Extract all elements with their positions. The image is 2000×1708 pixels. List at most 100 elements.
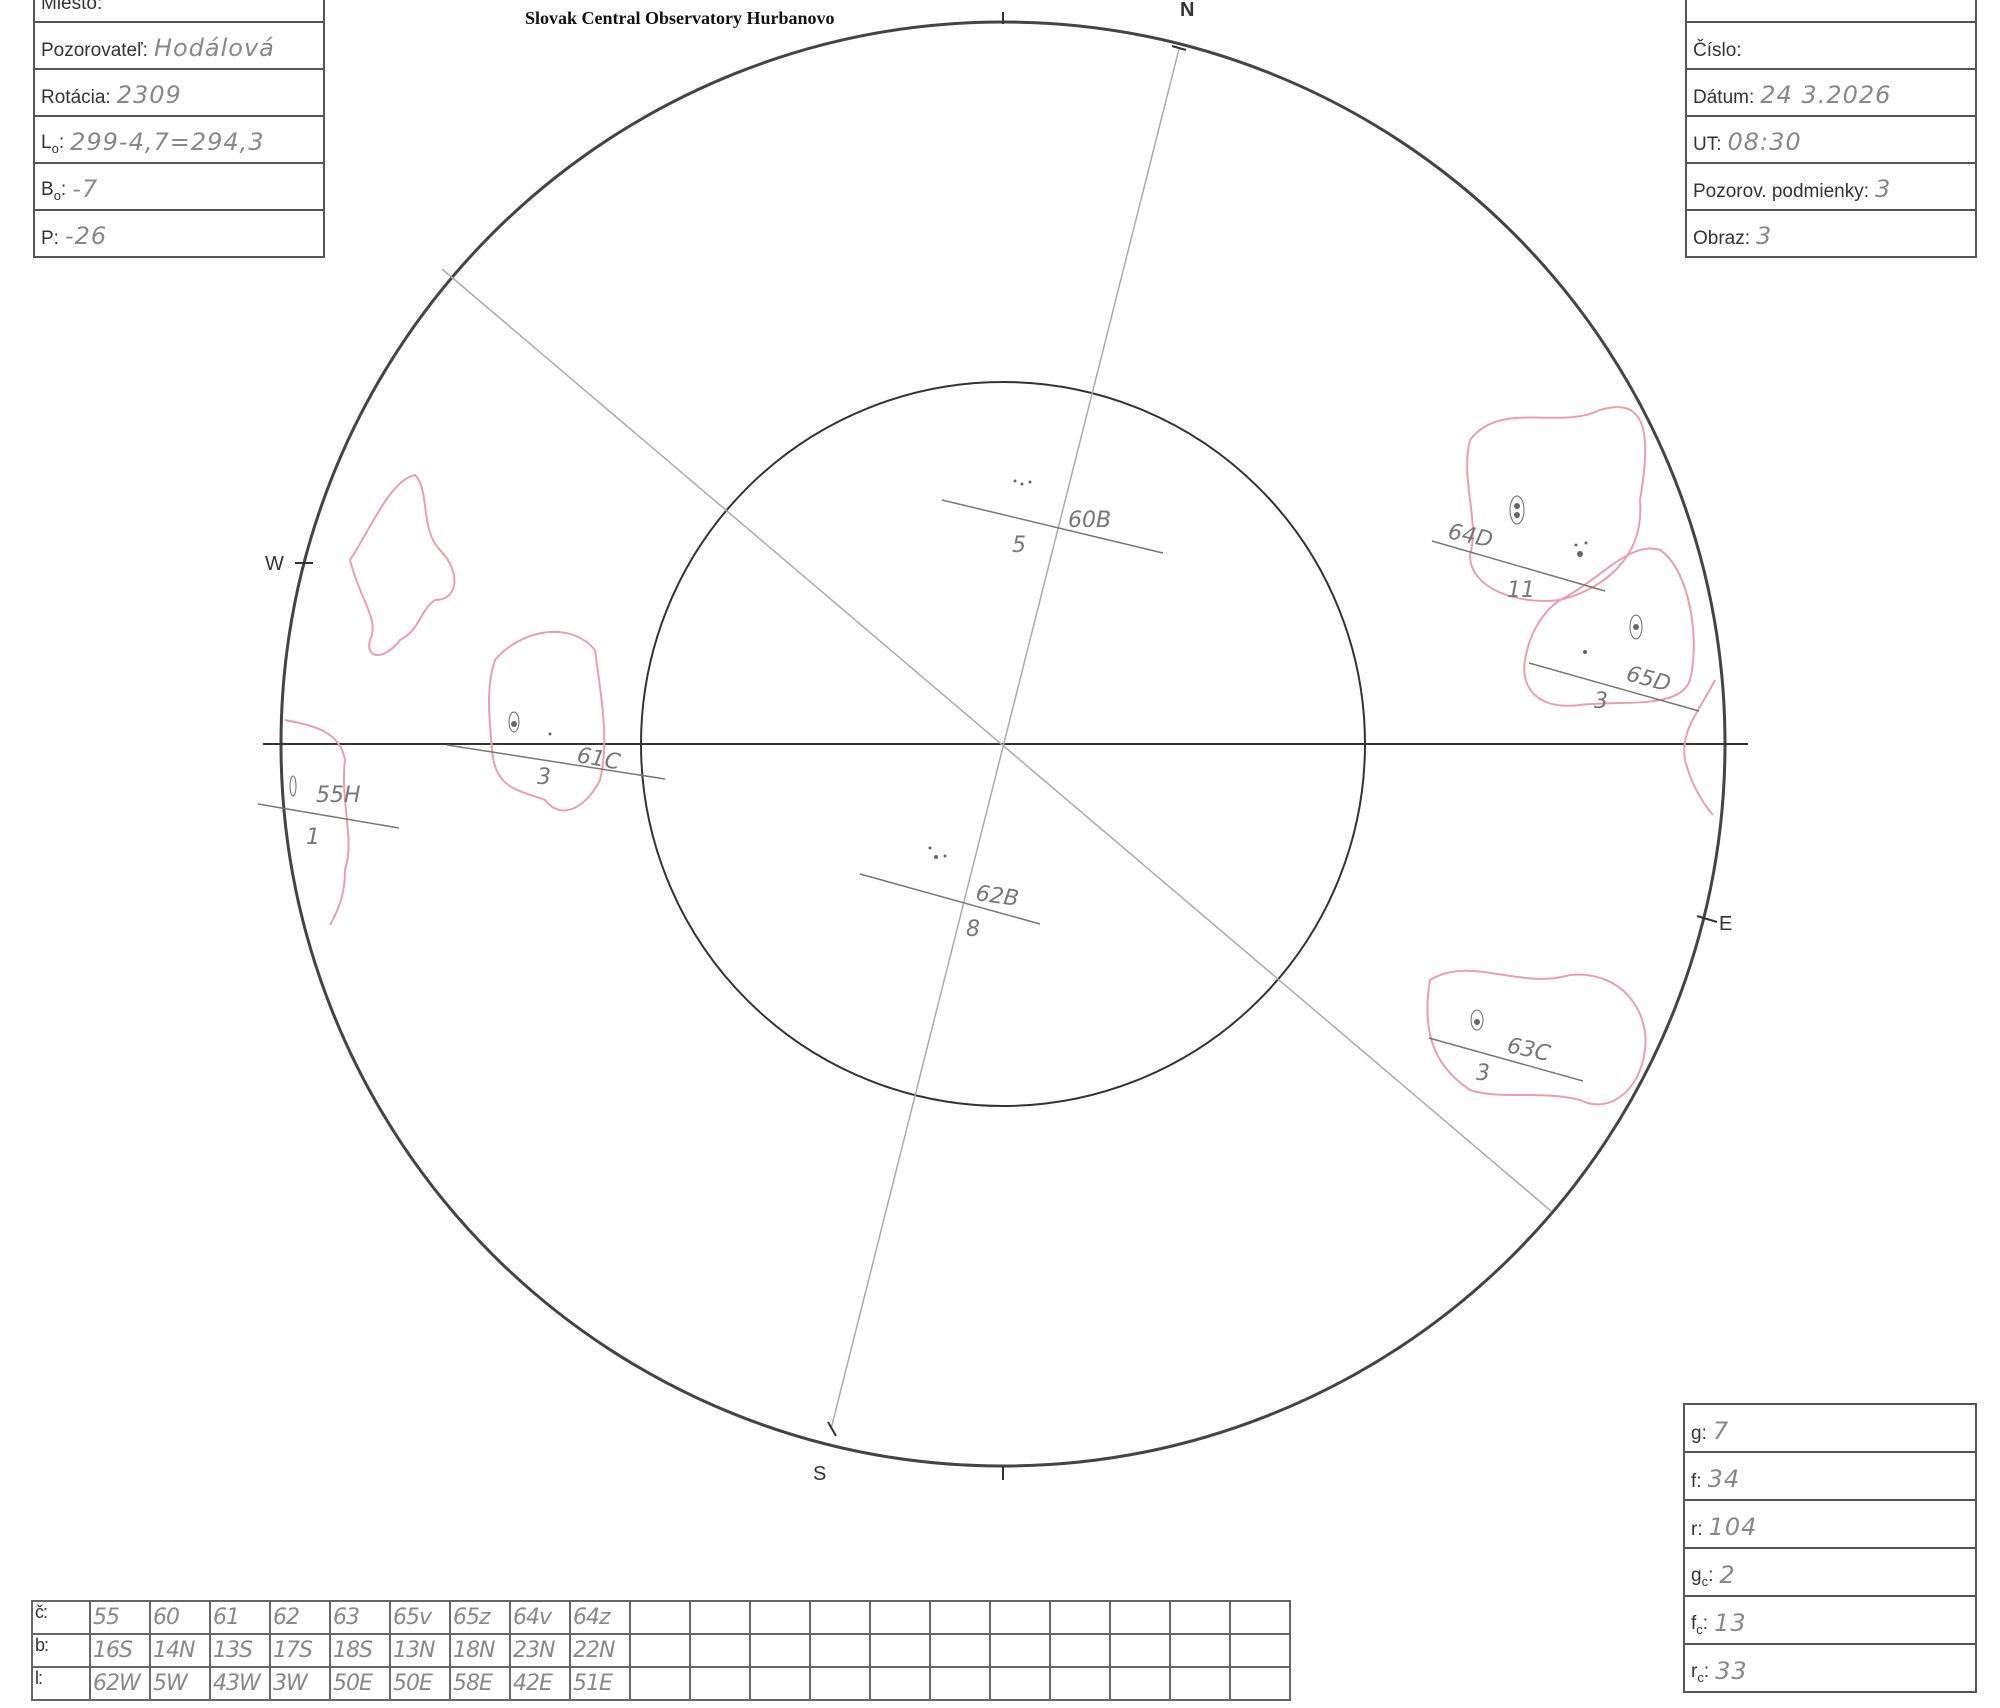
- field-value: -7: [72, 175, 99, 203]
- table-cell: 42E: [509, 1666, 571, 1701]
- table-cell: 43W: [209, 1666, 271, 1701]
- north-tick: [1171, 45, 1187, 51]
- field-value: 24 3.2026: [1760, 81, 1892, 109]
- label-text: g: [1691, 1565, 1702, 1587]
- field-label: f:: [1691, 1471, 1702, 1493]
- table-cell: 65v: [389, 1600, 451, 1635]
- group-lines: [257, 499, 1700, 1082]
- field-value: 2: [1719, 1561, 1736, 1589]
- field-label: gc:: [1691, 1565, 1713, 1589]
- field-label: Obraz:: [1693, 228, 1750, 250]
- table-cell: [1169, 1666, 1231, 1701]
- label-text: Pozorovateľ:: [41, 40, 148, 61]
- page-title: Slovak Central Observatory Hurbanovo: [525, 8, 835, 28]
- east-label: E: [1719, 913, 1732, 935]
- field-label: r:: [1691, 1519, 1703, 1541]
- sunspot-position-table: č: 55 60 61 62 63 65v 65z 64v 64z b: 16S 14N 13S 17S 18…: [31, 1600, 1291, 1701]
- table-cell: [809, 1600, 871, 1635]
- group-65-line: [1528, 662, 1700, 712]
- table-cell: 3W: [269, 1666, 331, 1701]
- label-suffix: :: [1703, 1661, 1710, 1683]
- label-text: L: [41, 132, 52, 154]
- table-cell: [629, 1600, 691, 1635]
- table-cell: 18S: [329, 1633, 391, 1668]
- field-label: Bo:: [41, 179, 66, 203]
- label-text: Pozorov. podmienky:: [1693, 181, 1870, 202]
- group-63-line: [1428, 1037, 1584, 1082]
- table-cell: 58E: [449, 1666, 511, 1701]
- table-cell: 51E: [569, 1666, 631, 1701]
- field-label: Rotácia:: [41, 87, 111, 109]
- group-count: 5: [1012, 533, 1026, 558]
- form-row: Rotácia: 2309: [35, 70, 323, 117]
- table-cell: [629, 1633, 691, 1668]
- group-label: 60B: [1068, 508, 1111, 533]
- table-cell: 16S: [89, 1633, 151, 1668]
- group-count: 3: [537, 765, 551, 790]
- field-value: 299-4,7=294,3: [70, 128, 265, 156]
- table-cell: 13S: [209, 1633, 271, 1668]
- row-label: l:: [31, 1666, 91, 1701]
- table-cell: [1169, 1633, 1231, 1668]
- label-text: Dátum:: [1693, 87, 1755, 108]
- field-value: -26: [64, 222, 108, 250]
- plage-55: [284, 719, 350, 926]
- field-label: Pozorovateľ:: [41, 40, 148, 62]
- form-row: g: 7: [1685, 1405, 1975, 1453]
- form-row: UT: 08:30: [1687, 117, 1975, 164]
- label-text: r:: [1691, 1519, 1703, 1540]
- field-value: 7: [1712, 1417, 1730, 1445]
- south-label: S: [813, 1463, 826, 1485]
- group-55-line: [257, 803, 400, 829]
- field-value: 08:30: [1727, 128, 1802, 156]
- table-cell: 64v: [509, 1600, 571, 1635]
- field-label: Pozorov. podmienky:: [1693, 181, 1869, 203]
- table-cell: 62W: [89, 1666, 151, 1701]
- form-row: [1687, 0, 1975, 23]
- rotation-axis: [830, 48, 1180, 1430]
- label-suffix: :: [60, 179, 67, 201]
- table-cell: [1229, 1666, 1291, 1701]
- label-text: Číslo:: [1693, 40, 1742, 61]
- row-label: b:: [31, 1633, 91, 1668]
- observation-info-form: Miesto: Pozorovateľ: Hodálová Rotácia: 2309 L…: [33, 0, 325, 258]
- table-cell: [749, 1633, 811, 1668]
- group-62-line: [859, 873, 1041, 925]
- field-value: 13: [1714, 1609, 1747, 1637]
- label-subscript: o: [51, 141, 59, 156]
- label-text: Rotácia:: [41, 87, 111, 108]
- table-cell: [629, 1666, 691, 1701]
- table-cell: 61: [209, 1600, 271, 1635]
- table-cell: 62: [269, 1600, 331, 1635]
- table-cell: [929, 1666, 991, 1701]
- plage-64: [1466, 406, 1647, 602]
- group-count: 3: [1594, 689, 1608, 714]
- table-cell: [1049, 1666, 1111, 1701]
- field-label: Lo:: [41, 132, 64, 156]
- table-cell: [689, 1600, 751, 1635]
- date-info-form: Číslo: Dátum: 24 3.2026 UT: 08:30 Pozorov. po…: [1685, 0, 1977, 258]
- table-cell: [749, 1600, 811, 1635]
- group-61-line: [446, 744, 666, 780]
- table-cell: [929, 1633, 991, 1668]
- form-row: Číslo:: [1687, 23, 1975, 70]
- form-row: Pozorov. podmienky: 3: [1687, 164, 1975, 211]
- label-text: r: [1691, 1661, 1698, 1683]
- label-text: P:: [41, 228, 59, 249]
- plage-63: [1426, 969, 1647, 1106]
- table-cell: [1169, 1600, 1231, 1635]
- table-cell: [1109, 1600, 1171, 1635]
- table-cell: [989, 1633, 1051, 1668]
- label-text: B: [41, 179, 54, 201]
- field-value: Hodálová: [153, 34, 275, 62]
- label-text: f: [1691, 1613, 1697, 1635]
- field-value: 3: [1875, 175, 1892, 203]
- table-cell: [689, 1666, 751, 1701]
- label-subscript: c: [1701, 1574, 1709, 1589]
- group-label: 62B: [974, 881, 1020, 912]
- label-suffix: :: [1702, 1613, 1709, 1635]
- diagonal-line: [441, 268, 1552, 1212]
- form-row: Lo: 299-4,7=294,3: [35, 117, 323, 164]
- plage-west: [348, 473, 456, 656]
- field-label: UT:: [1693, 134, 1722, 156]
